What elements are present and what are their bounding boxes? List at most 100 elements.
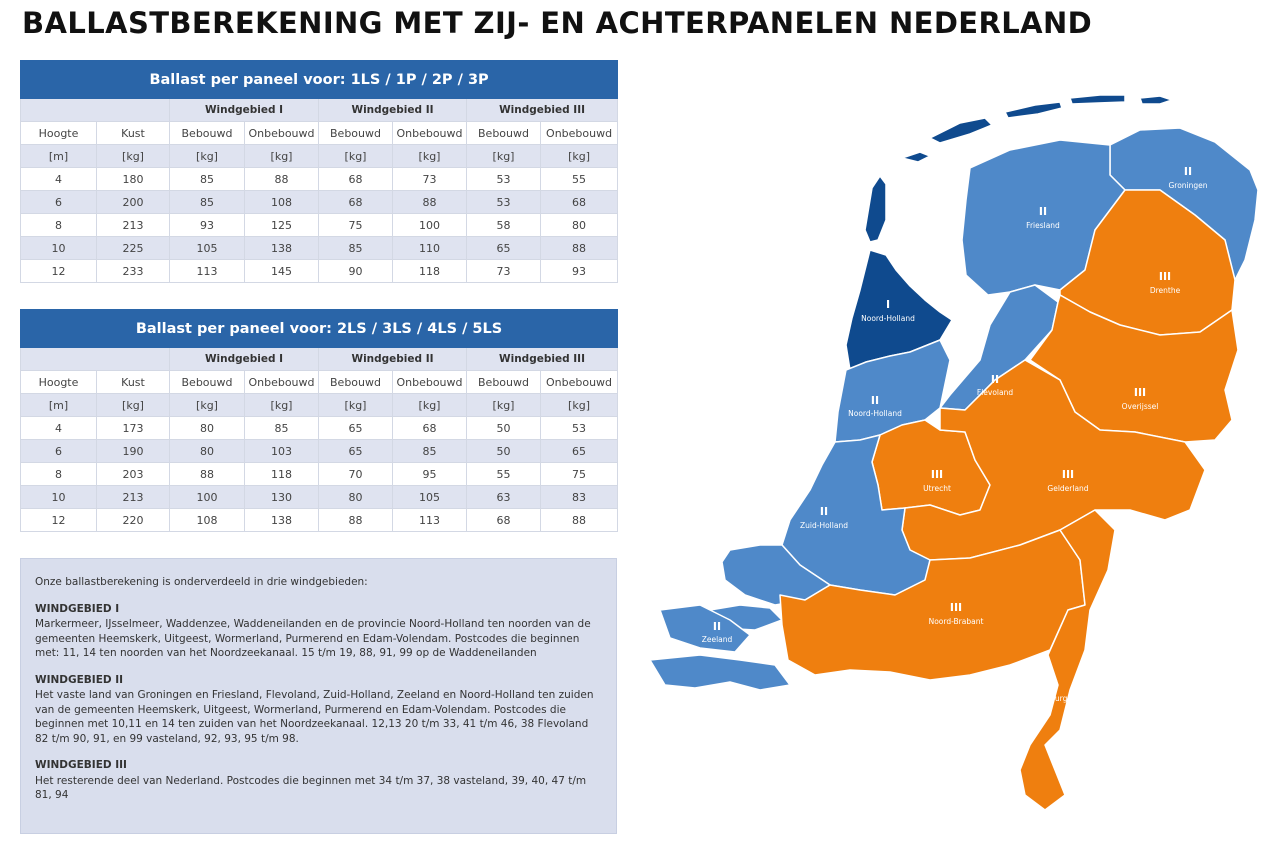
province-label: Noord-Holland [861, 314, 915, 323]
unit-cell: [m] [20, 393, 97, 417]
cell: 110 [392, 236, 467, 260]
unit-cell: [kg] [96, 393, 170, 417]
info-zone-text: Het resterende deel van Nederland. Postc… [35, 774, 587, 802]
cell: 190 [96, 439, 170, 463]
cell: 180 [96, 167, 170, 191]
netherlands-windzone-map: II Groningen II Friesland III Drenthe I … [649, 94, 1259, 811]
cell: 12 [20, 508, 97, 532]
page-title: BALLASTBEREKENING MET ZIJ- EN ACHTERPANE… [22, 6, 1093, 40]
cell: 65 [539, 439, 619, 463]
cell: 85 [318, 236, 393, 260]
table-row: 8 203 88 118 70 95 55 75 [20, 462, 619, 486]
province-label: Zuid-Holland [800, 521, 848, 530]
cell: 88 [244, 167, 319, 191]
roman-numeral-label: III [1159, 270, 1171, 283]
roman-numeral-label: III [950, 601, 962, 614]
column-header: Bebouwd [466, 370, 541, 394]
cell: 8 [20, 213, 97, 237]
region-label-noord-holland-north: I Noord-Holland [861, 298, 915, 323]
zone-spacer [20, 98, 170, 122]
cell: 90 [318, 259, 393, 283]
province-label: Drenthe [1150, 286, 1181, 295]
column-header: Bebouwd [318, 121, 393, 145]
cell: 88 [539, 508, 619, 532]
cell: 80 [539, 213, 619, 237]
cell: 88 [169, 462, 245, 486]
province-label: Limburg [1037, 694, 1068, 703]
region-limburg [1019, 509, 1116, 811]
cell: 93 [539, 259, 619, 283]
cell: 4 [20, 167, 97, 191]
info-intro: Onze ballastberekening is onderverdeeld … [35, 576, 368, 588]
region-zeeland-flanders [649, 654, 791, 691]
cell: 103 [244, 439, 319, 463]
cell: 145 [244, 259, 319, 283]
cell: 113 [392, 508, 467, 532]
cell: 65 [466, 236, 541, 260]
province-label: Flevoland [977, 388, 1013, 397]
cell: 80 [169, 416, 245, 440]
unit-cell: [kg] [169, 144, 245, 168]
unit-cell: [kg] [318, 144, 393, 168]
table-row: 12 233 113 145 90 118 73 93 [20, 259, 619, 283]
cell: 8 [20, 462, 97, 486]
zone-header: Windgebied III [465, 347, 619, 371]
cell: 138 [244, 508, 319, 532]
wadden-island [864, 175, 887, 243]
province-label: Noord-Holland [848, 409, 902, 418]
column-header: Bebouwd [466, 121, 541, 145]
info-zone-3: WINDGEBIED III Het resterende deel van N… [35, 758, 602, 803]
cell: 65 [318, 416, 393, 440]
roman-numeral-label: II [1184, 165, 1192, 178]
province-label: Overijssel [1122, 402, 1159, 411]
cell: 138 [244, 236, 319, 260]
zone-header: Windgebied I [169, 98, 319, 122]
wadden-island [1004, 101, 1063, 119]
column-header: Kust [96, 121, 170, 145]
column-header: Hoogte [20, 121, 97, 145]
column-header: Onbebouwd [392, 121, 467, 145]
cell: 85 [169, 167, 245, 191]
cell: 130 [244, 485, 319, 509]
info-zone-heading: WINDGEBIED III [35, 759, 127, 771]
column-header: Onbebouwd [392, 370, 467, 394]
info-zone-1: WINDGEBIED I Markermeer, IJsselmeer, Wad… [35, 602, 602, 661]
cell: 225 [96, 236, 170, 260]
roman-numeral-label: III [1062, 468, 1074, 481]
cell: 105 [169, 236, 245, 260]
wadden-island [901, 151, 931, 163]
table-row: 10 225 105 138 85 110 65 88 [20, 236, 619, 260]
cell: 68 [318, 167, 393, 191]
wadden-island [929, 117, 993, 144]
info-zone-2: WINDGEBIED II Het vaste land van Groning… [35, 673, 602, 747]
table-row: 4 173 80 85 65 68 50 53 [20, 416, 619, 440]
unit-cell: [kg] [318, 393, 393, 417]
cell: 50 [466, 439, 541, 463]
cell: 53 [466, 167, 541, 191]
region-label-zeeland: II Zeeland [702, 620, 733, 644]
cell: 213 [96, 213, 170, 237]
region-label-utrecht: III Utrecht [923, 468, 951, 493]
cell: 6 [20, 190, 97, 214]
cell: 83 [539, 485, 619, 509]
info-zone-heading: WINDGEBIED II [35, 673, 124, 686]
unit-cell: [kg] [244, 144, 319, 168]
unit-cell: [kg] [539, 393, 619, 417]
region-label-drenthe: III Drenthe [1150, 270, 1181, 295]
roman-numeral-label: III [931, 468, 943, 481]
table-row: 6 200 85 108 68 88 53 68 [20, 190, 619, 214]
cell: 85 [244, 416, 319, 440]
wadden-island [1069, 94, 1126, 105]
cell: 233 [96, 259, 170, 283]
province-label: Friesland [1026, 221, 1060, 230]
column-header: Bebouwd [169, 121, 245, 145]
roman-numeral-label: I [886, 298, 890, 311]
column-header: Hoogte [20, 370, 97, 394]
cell: 100 [392, 213, 467, 237]
cell: 95 [392, 462, 467, 486]
cell: 80 [318, 485, 393, 509]
cell: 200 [96, 190, 170, 214]
cell: 53 [539, 416, 619, 440]
region-overijssel [1029, 294, 1239, 443]
province-label: Noord-Brabant [929, 617, 984, 626]
